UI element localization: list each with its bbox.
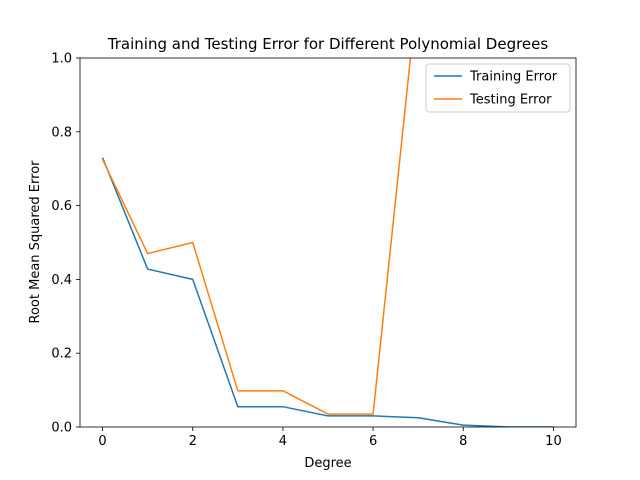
chart-title: Training and Testing Error for Different… xyxy=(107,35,549,53)
x-tick-label: 2 xyxy=(189,434,197,449)
legend-label: Training Error xyxy=(469,70,558,85)
y-tick-label: 1.0 xyxy=(51,52,72,67)
x-tick-label: 6 xyxy=(369,434,377,449)
y-tick-label: 0.6 xyxy=(51,199,72,214)
x-tick-label: 10 xyxy=(545,434,562,449)
y-axis-label: Root Mean Squared Error xyxy=(28,160,43,324)
y-tick-label: 0.2 xyxy=(51,347,72,362)
plot-frame xyxy=(79,57,577,428)
x-tick-label: 8 xyxy=(459,434,467,449)
x-tick-label: 0 xyxy=(98,434,106,449)
legend-label: Testing Error xyxy=(469,93,552,108)
series-line-testing xyxy=(101,58,412,415)
y-tick-label: 0.0 xyxy=(51,421,72,436)
y-tick-label: 0.4 xyxy=(51,273,72,288)
legend: Training Error Testing Error xyxy=(425,63,571,113)
x-axis-label: Degree xyxy=(304,456,351,471)
x-axis: 0 2 4 6 8 10 xyxy=(98,427,562,449)
x-tick-label: 4 xyxy=(279,434,287,449)
plot-area xyxy=(79,57,577,428)
y-axis: 0.0 0.2 0.4 0.6 0.8 1.0 xyxy=(51,52,80,436)
series-line-training xyxy=(101,157,554,427)
y-tick-label: 0.8 xyxy=(51,125,72,140)
